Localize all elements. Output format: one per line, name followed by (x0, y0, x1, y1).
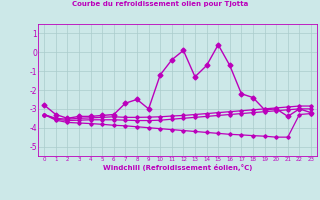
X-axis label: Windchill (Refroidissement éolien,°C): Windchill (Refroidissement éolien,°C) (103, 164, 252, 171)
Text: Courbe du refroidissement olien pour Tjotta: Courbe du refroidissement olien pour Tjo… (72, 1, 248, 7)
